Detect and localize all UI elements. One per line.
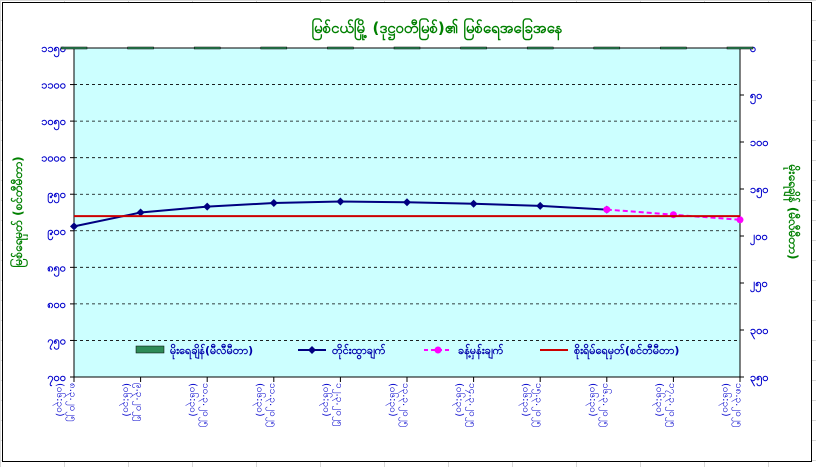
y-right-tick-label: ၁၅၀: [750, 183, 769, 199]
rainfall-bar: [393, 46, 421, 50]
x-tick-label-part: ၈.၃.၂၀၂၅: [65, 383, 78, 422]
rainfall-bar: [660, 46, 687, 50]
observed-point: [469, 199, 478, 208]
forecast-point: [603, 206, 611, 214]
y-left-tick-label: ၁၀၀၀: [41, 152, 66, 165]
y-left-tick-label: ၈၀၀: [47, 298, 66, 311]
x-tick-label: ၈.၃.၂၀၂၅(၀၆:၃၀): [52, 383, 78, 422]
x-tick-label-part: ၁၄.၃.၂၀၂၅: [465, 383, 478, 427]
observed-point: [536, 201, 545, 210]
rainfall-bar: [327, 46, 354, 50]
y-right-tick-label: ၅၀: [750, 89, 762, 105]
x-tick-label-part: (၀၆:၃၀): [651, 383, 666, 417]
legend-marker: [434, 346, 442, 354]
chart-title: မြစ်ငယ်မြို့ (ဒုဋ္ဌဝတီမြစ်)၏ မြစ်ရေအခြေအ…: [312, 17, 563, 41]
x-tick-label-part: ၁၇.၃.၂၀၂၅: [664, 383, 677, 427]
x-tick-label: ၁၀.၃.၂၀၂၅(၀၆:၃၀): [185, 383, 211, 427]
rainfall-bar: [193, 46, 221, 50]
observed-point: [269, 198, 278, 207]
x-tick-label: ၁၆.၃.၂၀၂၅(၀၆:၃၀): [585, 383, 613, 427]
y-left-tick-label: ၉၅၀: [47, 188, 66, 204]
x-tick-label-part: ၁၃.၃.၂၀၂၅: [398, 383, 411, 427]
x-tick-label: ၁၄.၃.၂၀၂၅(၀၆:၃၀): [452, 383, 478, 427]
observed-point: [336, 197, 345, 206]
y-left-tick-label: ၁၀၅၀: [41, 115, 66, 131]
y-left-tick-label: ၁၁၀၀: [41, 79, 66, 92]
y-left-tick-label: ၈၅၀: [47, 261, 66, 277]
legend-swatch-rainfall: [135, 345, 165, 354]
y-right-tick-label: ၂၅၀: [750, 277, 768, 293]
x-tick-label-part: (၀၆:၃၀): [318, 383, 333, 417]
rainfall-bar: [260, 46, 288, 50]
y-left-tick-label: ၉၀၀: [47, 225, 66, 241]
rainfall-bar: [526, 46, 554, 50]
rainfall-bar: [460, 46, 487, 50]
x-tick-label-part: (၀၆:၃၀): [385, 383, 400, 417]
legend-label: စိုးရိမ်ရေမှတ်(စင်တီမီတာ): [574, 343, 679, 360]
rainfall-bar: [726, 46, 754, 50]
x-tick-label: ၁၇.၃.၂၀၂၅(၀၆:၃၀): [651, 383, 677, 427]
y-left-tick-label: ၁၁၅၀: [41, 42, 66, 58]
y-right-tick-label: ၃၅၀: [750, 371, 769, 387]
x-tick-label-part: (၀၆:၃၀): [252, 383, 267, 417]
x-tick-label: ၁၅.၃.၂၀၂၅(၀၆:၃၀): [518, 383, 544, 427]
x-tick-label-part: ၁၁.၃.၂၀၂၅: [265, 383, 278, 427]
legend-label: ခန့်မှန်းချက်: [458, 343, 504, 360]
y-axis-right-label: မိုးရေချိန် (မီလီမီတာ): [782, 164, 802, 260]
x-tick-label-part: (၀၆:၃၀): [119, 383, 134, 417]
y-left-tick-label: ၇၀၀: [47, 371, 66, 387]
x-tick-label-part: ၁၂.၃.၂၀၂၅: [331, 383, 344, 427]
x-tick-label-part: (၀၆:၃၀): [585, 383, 600, 417]
observed-point: [70, 222, 78, 231]
rainfall-bar: [593, 46, 621, 50]
forecast-point: [736, 216, 744, 224]
observed-point: [203, 202, 212, 211]
rainfall-bar: [127, 46, 154, 50]
rainfall-bar: [60, 46, 88, 50]
y-right-tick-label: ၃၀၀: [750, 324, 769, 340]
x-tick-label-part: ၁၀.၃.၂၀၂၅: [198, 383, 211, 427]
x-tick-label-part: (၀၆:၃၀): [52, 383, 67, 417]
x-tick-label-part: (၀၆:၃၀): [718, 383, 733, 417]
x-tick-label: ၁၈.၃.၂၀၂၅(၀၆:၃၀): [718, 383, 744, 427]
legend-label: တိုင်းထွာချက်: [332, 343, 386, 360]
x-tick-label-part: (၀၆:၃၀): [452, 383, 467, 417]
x-tick-label: ၁၃.၃.၂၀၂၅(၀၆:၃၀): [385, 383, 411, 427]
y-axis-left-label: မြစ်ရေမှတ် (စင်တီမီတာ): [8, 156, 29, 267]
x-tick-label-part: ၁၅.၃.၂၀၂၅: [531, 383, 544, 427]
y-right-tick-label: ၂၀၀: [750, 230, 768, 246]
x-tick-label-part: ၉.၃.၂၀၂၅: [132, 383, 145, 422]
x-tick-label-part: (၀၆:၃၀): [185, 383, 200, 417]
legend-marker: [308, 346, 316, 354]
x-tick-label: ၁၂.၃.၂၀၂၅(၀၆:၃၀): [318, 383, 344, 427]
observed-point: [403, 198, 411, 207]
y-left-tick-label: ၇၅၀: [47, 334, 66, 350]
x-tick-label-part: ၁၈.၃.၂၀၂၅: [731, 383, 744, 427]
x-tick-label: ၉.၃.၂၀၂၅(၀၆:၃၀): [119, 383, 145, 422]
x-tick-label: ၁၁.၃.၂၀၂၅(၀၆:၃၀): [252, 383, 278, 427]
y-right-tick-label: ၁၀၀: [750, 136, 769, 149]
x-tick-label-part: (၀၆:၃၀): [518, 383, 533, 417]
legend-label: မိုးရေချိန်(မီလီမီတာ): [170, 343, 253, 360]
x-tick-label-part: ၁၆.၃.၂၀၂၅: [598, 383, 613, 427]
observed-point: [136, 208, 145, 217]
legend: မိုးရေချိန်(မီလီမီတာ) တိုင်းထွာချက် ခန့်မှ…: [135, 343, 679, 360]
plot-area: ၁၁၅၀၁၁၀၀၁၀၅၀၁၀၀၀၉၅၀၉၀၀၈၅၀၈၀၀၇၅၀၇၀၀၀၅၀၁၀၀…: [41, 42, 768, 427]
